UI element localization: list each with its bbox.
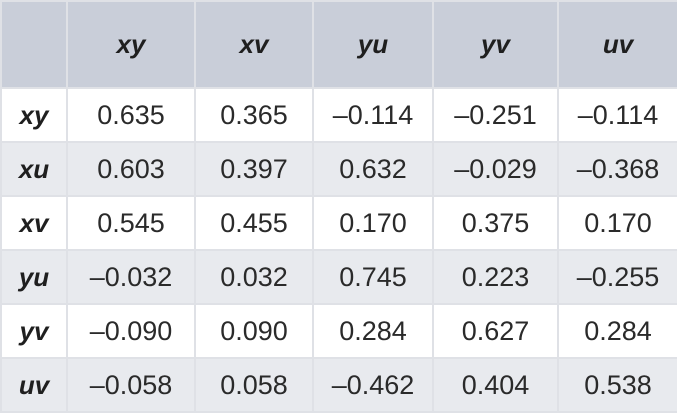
table-cell: –0.114: [312, 87, 434, 143]
table-body: xy 0.635 0.365 –0.114 –0.251 –0.114 xu 0…: [0, 87, 677, 413]
table-row: uv –0.058 0.058 –0.462 0.404 0.538: [0, 357, 677, 413]
table-cell: –0.090: [66, 303, 196, 359]
column-header-xy: xy: [66, 0, 196, 89]
row-header: xu: [0, 141, 68, 197]
table-cell: 0.365: [194, 87, 314, 143]
table-row: yv –0.090 0.090 0.284 0.627 0.284: [0, 303, 677, 359]
column-header-xv: xv: [194, 0, 314, 89]
table-cell: 0.745: [312, 249, 434, 305]
table-row: yu –0.032 0.032 0.745 0.223 –0.255: [0, 249, 677, 305]
table-cell: 0.538: [557, 357, 677, 413]
table-cell: 0.632: [312, 141, 434, 197]
row-header: uv: [0, 357, 68, 413]
column-header-uv: uv: [557, 0, 677, 89]
table-cell: –0.029: [432, 141, 559, 197]
table-row: xv 0.545 0.455 0.170 0.375 0.170: [0, 195, 677, 251]
table-cell: 0.397: [194, 141, 314, 197]
table-cell: –0.251: [432, 87, 559, 143]
table-cell: 0.284: [312, 303, 434, 359]
table-cell: –0.462: [312, 357, 434, 413]
row-header: xv: [0, 195, 68, 251]
table-cell: 0.545: [66, 195, 196, 251]
corner-cell: [0, 0, 68, 89]
table-cell: –0.032: [66, 249, 196, 305]
column-header-yv: yv: [432, 0, 559, 89]
row-header: yv: [0, 303, 68, 359]
column-header-yu: yu: [312, 0, 434, 89]
table-row: xy 0.635 0.365 –0.114 –0.251 –0.114: [0, 87, 677, 143]
row-header: xy: [0, 87, 68, 143]
table-cell: 0.058: [194, 357, 314, 413]
table-cell: 0.375: [432, 195, 559, 251]
table-row: xu 0.603 0.397 0.632 –0.029 –0.368: [0, 141, 677, 197]
table-cell: 0.170: [312, 195, 434, 251]
table-cell: –0.368: [557, 141, 677, 197]
table-cell: 0.627: [432, 303, 559, 359]
table-cell: 0.090: [194, 303, 314, 359]
table-cell: –0.058: [66, 357, 196, 413]
table-header: xy xv yu yv uv: [0, 0, 677, 89]
table-cell: 0.032: [194, 249, 314, 305]
table-cell: –0.114: [557, 87, 677, 143]
table-cell: 0.455: [194, 195, 314, 251]
table-cell: 0.603: [66, 141, 196, 197]
table-cell: 0.284: [557, 303, 677, 359]
table-cell: 0.170: [557, 195, 677, 251]
table-cell: 0.404: [432, 357, 559, 413]
table-cell: –0.255: [557, 249, 677, 305]
header-row: xy xv yu yv uv: [0, 0, 677, 89]
row-header: yu: [0, 249, 68, 305]
table-cell: 0.223: [432, 249, 559, 305]
table-cell: 0.635: [66, 87, 196, 143]
